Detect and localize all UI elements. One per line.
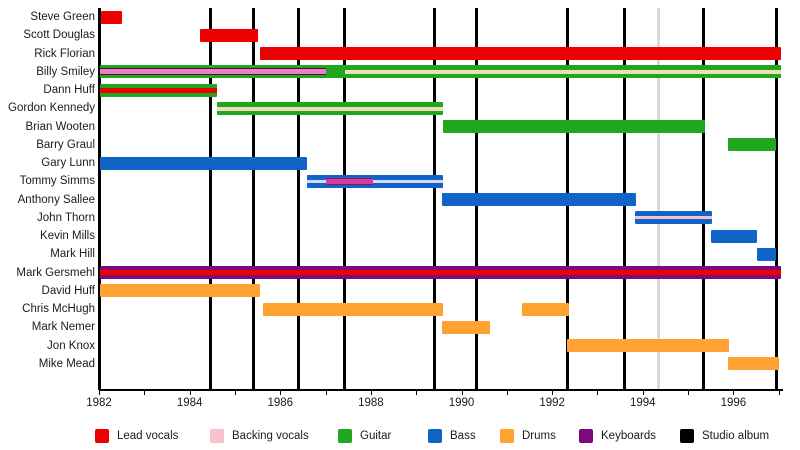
x-axis-tick	[642, 391, 644, 395]
timeline-bar-stripe	[99, 270, 781, 276]
timeline-bar	[216, 101, 444, 115]
x-axis-tick	[416, 391, 418, 395]
x-axis-tick	[778, 391, 780, 395]
studio-album-gridline	[432, 8, 436, 390]
member-name-label: Barry Graul	[36, 138, 95, 151]
member-name-label: Gary Lunn	[41, 157, 95, 170]
timeline-bar	[756, 247, 777, 261]
member-name-label: Brian Wooten	[25, 120, 95, 133]
timeline-bar-stripe	[325, 177, 374, 185]
x-axis-year-label: 1988	[358, 397, 384, 409]
legend-swatch	[680, 429, 694, 443]
legend-label: Keyboards	[601, 430, 656, 442]
timeline-bar	[101, 10, 122, 24]
x-axis-year-label: 1996	[720, 397, 747, 409]
member-name-label: David Huff	[41, 284, 95, 297]
member-name-label: Billy Smiley	[36, 65, 95, 78]
timeline-bar-stripe	[99, 68, 326, 76]
legend-swatch	[428, 429, 442, 443]
legend-label: Lead vocals	[117, 430, 179, 442]
x-axis-tick	[280, 391, 282, 395]
legend-label: Drums	[522, 430, 556, 442]
x-axis-tick	[597, 391, 599, 395]
x-axis-year-label: 1984	[176, 397, 203, 409]
member-name-label: Gordon Kennedy	[8, 102, 95, 115]
member-name-label: Mark Hill	[50, 248, 95, 261]
timeline-bar-stripe	[216, 106, 444, 111]
timeline-bar-stripe	[635, 216, 712, 220]
timeline-bar-stripe	[99, 87, 217, 93]
compilation-gridline	[657, 8, 661, 390]
timeline-bar	[99, 156, 308, 170]
timeline-bar	[442, 193, 636, 207]
x-axis-tick	[461, 391, 463, 395]
legend-label: Bass	[450, 430, 476, 442]
x-axis-year-label: 1986	[267, 397, 294, 409]
timeline-bar	[263, 302, 444, 316]
x-axis-tick	[144, 391, 146, 395]
x-axis-tick	[99, 391, 100, 395]
timeline-bar	[442, 320, 490, 334]
x-axis-tick	[506, 391, 508, 395]
timeline-bar	[307, 174, 444, 188]
x-axis-year-label: 1990	[448, 397, 475, 409]
x-axis-year-label: 1982	[86, 397, 112, 409]
timeline-bar	[727, 138, 777, 152]
legend-label: Studio album	[702, 430, 770, 442]
member-name-label: John Thorn	[37, 211, 95, 224]
studio-album-gridline	[774, 8, 778, 390]
studio-album-gridline	[251, 8, 255, 390]
timeline-bar	[99, 284, 260, 298]
x-axis-tick	[370, 391, 372, 395]
x-axis-tick	[234, 391, 236, 395]
member-name-label: Jon Knox	[47, 339, 95, 352]
timeline-bar	[99, 65, 781, 79]
timeline-bar	[199, 28, 258, 42]
legend-swatch	[210, 429, 224, 443]
legend-swatch	[500, 429, 514, 443]
legend-swatch	[95, 429, 109, 443]
timeline-bar	[522, 302, 570, 316]
member-name-label: Steve Green	[30, 11, 95, 24]
timeline-bar-stripe	[344, 70, 781, 75]
legend-swatch	[338, 429, 352, 443]
member-name-label: Chris McHugh	[22, 303, 95, 316]
timeline-bar	[443, 120, 706, 134]
legend-label: Guitar	[360, 430, 392, 442]
x-axis-year-label: 1992	[539, 397, 565, 409]
studio-album-gridline	[343, 8, 347, 390]
studio-album-gridline	[702, 8, 706, 390]
member-name-label: Anthony Sallee	[17, 193, 95, 206]
timeline-bar	[710, 229, 757, 243]
member-name-label: Scott Douglas	[23, 29, 95, 42]
studio-album-gridline	[208, 8, 212, 390]
timeline-bar	[635, 211, 712, 225]
studio-album-gridline	[98, 8, 102, 390]
x-axis-line	[99, 389, 783, 391]
x-axis-tick	[325, 391, 327, 395]
legend-label: Backing vocals	[232, 430, 309, 442]
legend-swatch	[579, 429, 593, 443]
x-axis-tick	[733, 391, 735, 395]
legend: Lead vocals Backing vocals Guitar Bass Drums…	[0, 428, 800, 448]
timeline-bar	[99, 266, 781, 280]
member-name-label: Mark Gersmehl	[16, 266, 95, 279]
x-axis-tick	[189, 391, 191, 395]
x-axis-tick	[552, 391, 554, 395]
timeline-bar	[727, 357, 779, 371]
member-name-label: Mark Nemer	[31, 321, 95, 334]
x-axis-tick	[688, 391, 690, 395]
timeline-bar	[99, 83, 217, 97]
member-name-label: Rick Florian	[34, 47, 95, 60]
member-name-label: Mike Mead	[38, 357, 95, 370]
timeline-bar	[567, 339, 729, 353]
studio-album-gridline	[296, 8, 300, 390]
member-name-label: Tommy Simms	[19, 175, 95, 188]
timeline-bar	[259, 47, 781, 61]
member-name-label: Dann Huff	[43, 84, 95, 97]
member-name-label: Kevin Mills	[40, 230, 95, 243]
x-axis-year-label: 1994	[629, 397, 656, 409]
timeline-bar-stripe	[307, 179, 444, 183]
